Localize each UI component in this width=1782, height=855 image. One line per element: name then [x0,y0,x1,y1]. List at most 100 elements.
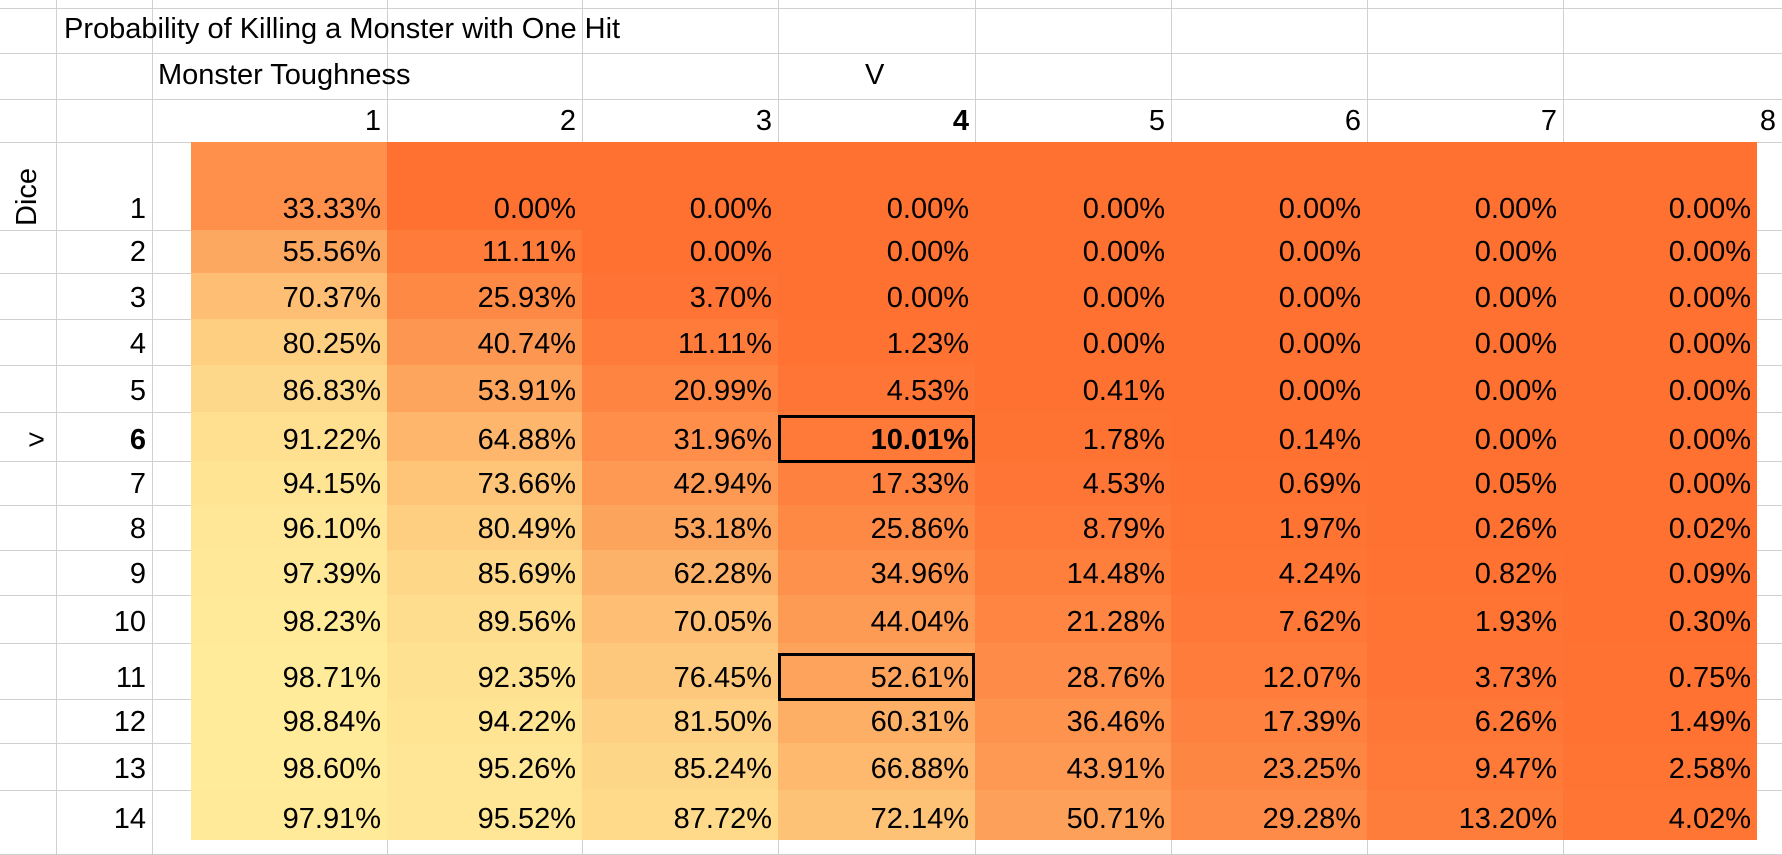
heatmap-cell[interactable] [582,273,778,319]
row-header[interactable]: 5 [129,375,146,407]
heatmap-cell[interactable] [975,412,1171,461]
heatmap-cell[interactable] [1563,595,1757,643]
heatmap-cell[interactable] [1367,505,1563,550]
heatmap-cell[interactable] [778,412,975,461]
heatmap-cell[interactable] [1171,273,1367,319]
heatmap-cell[interactable] [582,412,778,461]
row-header[interactable]: 2 [129,236,146,268]
heatmap-cell[interactable] [975,273,1171,319]
heatmap-cell[interactable] [191,319,387,365]
heatmap-cell[interactable] [1563,142,1757,230]
row-header[interactable]: 6 [129,424,146,456]
heatmap-cell[interactable] [975,699,1171,743]
heatmap-cell[interactable] [191,365,387,412]
row-header[interactable]: 12 [113,706,146,738]
heatmap-cell[interactable] [191,643,387,699]
heatmap-cell[interactable] [1563,412,1757,461]
heatmap-cell[interactable] [582,461,778,505]
row-header[interactable]: 8 [129,513,146,545]
heatmap-cell[interactable] [975,319,1171,365]
heatmap-cell[interactable] [975,790,1171,840]
heatmap-cell[interactable] [975,550,1171,595]
heatmap-cell[interactable] [778,643,975,699]
heatmap-cell[interactable] [1367,461,1563,505]
heatmap-cell[interactable] [1171,505,1367,550]
heatmap-cell[interactable] [1367,273,1563,319]
heatmap-cell[interactable] [778,790,975,840]
heatmap-cell[interactable] [1563,230,1757,273]
heatmap-cell[interactable] [387,550,582,595]
heatmap-cell[interactable] [778,550,975,595]
row-header[interactable]: 13 [113,753,146,785]
heatmap-cell[interactable] [387,790,582,840]
heatmap-cell[interactable] [191,699,387,743]
heatmap-cell[interactable] [1563,790,1757,840]
heatmap-cell[interactable] [1367,643,1563,699]
heatmap-cell[interactable] [582,743,778,790]
heatmap-cell[interactable] [1171,319,1367,365]
heatmap-cell[interactable] [1367,230,1563,273]
heatmap-cell[interactable] [1367,743,1563,790]
heatmap-cell[interactable] [387,699,582,743]
row-header[interactable]: 10 [113,606,146,638]
heatmap-cell[interactable] [1563,273,1757,319]
heatmap-cell[interactable] [1171,743,1367,790]
heatmap-cell[interactable] [1367,142,1563,230]
heatmap-cell[interactable] [582,595,778,643]
heatmap-cell[interactable] [387,319,582,365]
heatmap-cell[interactable] [1563,550,1757,595]
row-header[interactable]: 4 [129,328,146,360]
heatmap-cell[interactable] [975,595,1171,643]
heatmap-cell[interactable] [387,412,582,461]
heatmap-cell[interactable] [191,461,387,505]
heatmap-cell[interactable] [1367,319,1563,365]
heatmap-cell[interactable] [1171,550,1367,595]
heatmap-cell[interactable] [582,550,778,595]
heatmap-cell[interactable] [1367,790,1563,840]
heatmap-cell[interactable] [975,142,1171,230]
heatmap-cell[interactable] [778,461,975,505]
heatmap-cell[interactable] [191,505,387,550]
column-header[interactable]: 3 [755,105,772,137]
heatmap-cell[interactable] [191,273,387,319]
heatmap-cell[interactable] [387,595,582,643]
heatmap-cell[interactable] [387,461,582,505]
heatmap-cell[interactable] [778,273,975,319]
row-header[interactable]: 11 [115,662,146,694]
heatmap-cell[interactable] [1563,643,1757,699]
column-header[interactable]: 7 [1540,105,1557,137]
column-header[interactable]: 4 [952,105,969,137]
column-header[interactable]: 6 [1344,105,1361,137]
column-header[interactable]: 8 [1759,105,1776,137]
heatmap-cell[interactable] [387,230,582,273]
heatmap-cell[interactable] [1563,505,1757,550]
heatmap-cell[interactable] [1367,595,1563,643]
heatmap-cell[interactable] [975,461,1171,505]
heatmap-cell[interactable] [1367,365,1563,412]
heatmap-cell[interactable] [778,743,975,790]
heatmap-cell[interactable] [1563,743,1757,790]
heatmap-cell[interactable] [975,505,1171,550]
heatmap-cell[interactable] [582,699,778,743]
heatmap-cell[interactable] [1367,699,1563,743]
heatmap-cell[interactable] [582,319,778,365]
heatmap-cell[interactable] [582,790,778,840]
heatmap-cell[interactable] [191,790,387,840]
heatmap-cell[interactable] [191,412,387,461]
heatmap-cell[interactable] [1171,230,1367,273]
heatmap-cell[interactable] [1367,412,1563,461]
heatmap-cell[interactable] [778,319,975,365]
heatmap-cell[interactable] [582,505,778,550]
heatmap-cell[interactable] [1171,365,1367,412]
heatmap-cell[interactable] [387,273,582,319]
heatmap-cell[interactable] [975,365,1171,412]
heatmap-cell[interactable] [191,743,387,790]
heatmap-cell[interactable] [778,595,975,643]
heatmap-cell[interactable] [778,699,975,743]
row-header[interactable]: 3 [129,282,146,314]
heatmap-cell[interactable] [1563,319,1757,365]
heatmap-cell[interactable] [1171,461,1367,505]
heatmap-cell[interactable] [778,142,975,230]
heatmap-cell[interactable] [387,643,582,699]
heatmap-cell[interactable] [387,743,582,790]
